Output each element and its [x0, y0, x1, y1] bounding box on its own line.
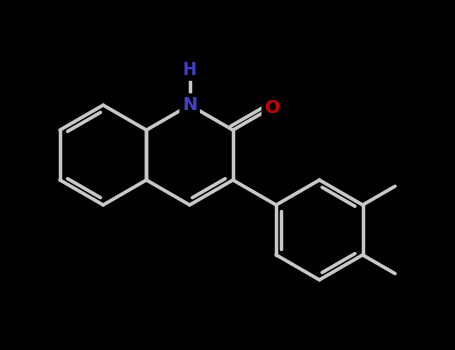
Text: O: O [264, 99, 279, 117]
Text: H: H [183, 61, 197, 79]
Text: N: N [182, 96, 197, 114]
